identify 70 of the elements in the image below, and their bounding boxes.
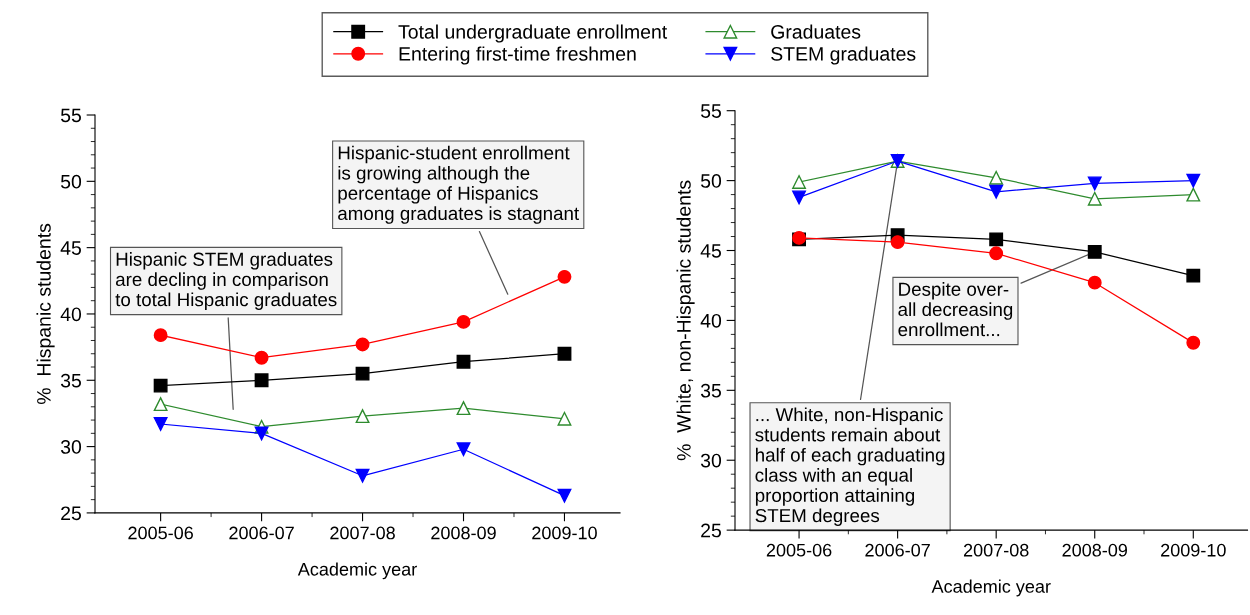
- point: [153, 397, 168, 412]
- point: [792, 175, 807, 189]
- point: [989, 184, 1004, 199]
- y-tick-label: 45: [700, 244, 721, 258]
- x-tick-label: 2008-09: [431, 526, 496, 540]
- x-tick-label: 2007-08: [330, 526, 395, 540]
- x-axis-title: Academic year: [297, 562, 417, 580]
- point: [1087, 244, 1102, 259]
- x-axis-title: Academic year: [931, 579, 1051, 597]
- point: [792, 190, 807, 205]
- point: [557, 411, 572, 426]
- y-axis-title: % Hispanic students: [36, 223, 55, 405]
- legend-label: STEM graduates: [771, 46, 916, 65]
- point: [1087, 176, 1102, 191]
- point: [355, 337, 370, 352]
- point: [1186, 268, 1201, 283]
- point: [254, 350, 269, 365]
- annotation: Despite over- all decreasing enrollment...: [898, 282, 1013, 337]
- x-tick-label: 2009-10: [532, 526, 597, 540]
- y-tick-label: 45: [60, 241, 81, 255]
- y-tick-label: 40: [700, 313, 722, 328]
- point: [456, 401, 471, 416]
- point: [254, 426, 269, 441]
- legend-label: Entering first-time freshmen: [399, 46, 636, 65]
- y-tick-label: 30: [700, 453, 722, 468]
- y-tick-label: 35: [700, 383, 721, 398]
- y-tick-label: 40: [60, 307, 82, 322]
- point: [1186, 187, 1201, 202]
- point: [989, 232, 1004, 247]
- x-tick-label: 2006-07: [229, 526, 294, 540]
- point: [557, 488, 572, 503]
- point: [1087, 191, 1102, 206]
- y-tick-label: 50: [60, 174, 82, 189]
- point: [153, 417, 168, 431]
- y-tick-label: 50: [700, 174, 722, 188]
- x-tick-label: 2008-09: [1062, 543, 1128, 557]
- y-axis-title: % White, non-Hispanic students: [676, 180, 695, 461]
- x-tick-label: 2005-06: [766, 543, 832, 557]
- point: [1186, 173, 1201, 188]
- y-tick-label: 30: [60, 440, 82, 454]
- x-tick-label: 2009-10: [1161, 543, 1226, 557]
- point: [153, 328, 168, 343]
- point: [153, 378, 168, 393]
- y-tick-label: 25: [61, 506, 81, 521]
- point: [557, 269, 572, 284]
- x-tick-label: 2006-07: [865, 543, 930, 557]
- y-tick-label: 55: [60, 108, 81, 123]
- annotation: Hispanic STEM graduates are decling in comparison to total Hispanic graduates: [115, 252, 337, 310]
- annotation: ... White, non-Hispanic students remain about half of each graduating class with an equal proportion attaining STEM degrees: [755, 407, 945, 526]
- point: [557, 346, 572, 361]
- y-tick-label: 55: [700, 104, 721, 118]
- point: [456, 442, 471, 457]
- legend-label: Graduates: [771, 24, 861, 39]
- x-tick-label: 2005-06: [128, 526, 193, 540]
- point: [1087, 275, 1102, 290]
- point: [989, 246, 1004, 261]
- annotation: Hispanic-student enrollment is growing although the percentage of Hispanics among graduates is stagnant: [338, 145, 579, 224]
- point: [355, 409, 370, 424]
- point: [456, 314, 471, 329]
- legend-label: Total undergraduate enrollment: [398, 24, 668, 43]
- point: [254, 373, 269, 388]
- point: [355, 366, 370, 381]
- point: [1186, 335, 1201, 350]
- y-tick-label: 25: [701, 523, 721, 538]
- point: [989, 170, 1004, 185]
- point: [456, 354, 471, 369]
- x-tick-label: 2007-08: [963, 543, 1029, 557]
- point: [890, 235, 905, 250]
- point: [355, 468, 370, 483]
- y-tick-label: 35: [60, 373, 81, 388]
